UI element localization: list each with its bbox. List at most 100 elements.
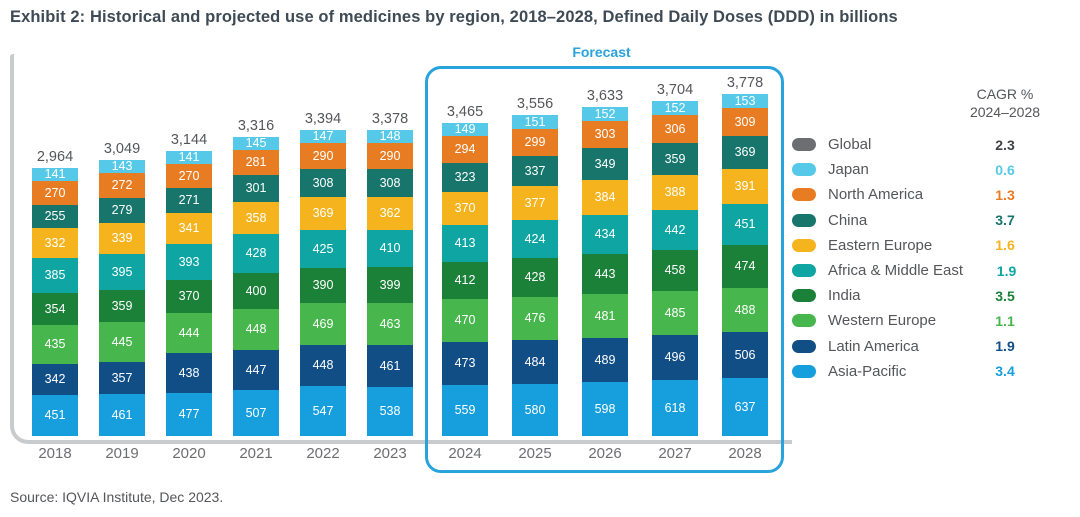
x-tick-label-2018: 2018 [38,445,72,462]
bar-segment-north-america: 272 [99,173,145,198]
bar-segment-eastern-europe: 339 [99,223,145,254]
legend-label: Latin America [828,337,919,355]
bar-group-2026: 3,633 152 303 349 384 434 443 481 489 598 2026 [582,88,628,462]
legend-cagr-value: 0.6 [995,161,1015,178]
bar-group-2023: 3,378 148 290 308 362 410 399 463 461 538 2023 [367,111,413,462]
legend-cagr-value: 1.3 [995,186,1015,203]
legend-item-north-america: North America 1.3 [792,182,1050,207]
bar-segment-china: 308 [367,169,413,197]
legend-header-line1: CAGR % [976,86,1034,102]
bar-segment-latin-america: 473 [442,342,488,385]
bar-segment-india: 400 [233,273,279,309]
bar-segment-africa-middle-east: 385 [32,258,78,293]
x-tick-label-2022: 2022 [306,445,340,462]
bar-segment-western-europe: 448 [233,309,279,350]
bar-segment-china: 308 [300,169,346,197]
bar-segment-china: 301 [233,175,279,202]
bar-segment-western-europe: 485 [652,291,698,335]
bar-segment-eastern-europe: 332 [32,228,78,258]
legend-swatch-eastern-europe-icon [792,238,816,252]
legend-cagr-value: 1.9 [996,262,1017,279]
bar-segment-china: 323 [442,163,488,192]
bar-segment-north-america: 299 [512,129,558,156]
legend-swatch-china-icon [792,213,816,227]
bar-segment-japan: 153 [722,94,768,108]
bar-segment-eastern-europe: 358 [233,202,279,234]
bar-segment-asia-pacific: 451 [32,395,78,436]
bar-total-2027: 3,704 [656,82,694,98]
legend-label: Global [828,136,872,154]
x-tick-label-2026: 2026 [588,445,622,462]
legend-item-africa-middle-east: Africa & Middle East 1.9 [792,258,1050,283]
x-tick-label-2021: 2021 [239,445,273,462]
bar-total-2023: 3,378 [371,111,409,127]
x-tick-label-2023: 2023 [373,445,407,462]
bar-segment-north-america: 290 [367,143,413,169]
bar-total-2019: 3,049 [103,141,141,157]
bar-total-2028: 3,778 [726,75,764,91]
bar-segment-eastern-europe: 370 [442,192,488,225]
legend-label: Eastern Europe [828,236,933,254]
bar-segment-western-europe: 463 [367,303,413,345]
x-tick-label-2028: 2028 [728,445,762,462]
legend-cagr-value: 1.9 [995,338,1015,355]
x-tick-label-2025: 2025 [518,445,552,462]
bar-total-2024: 3,465 [446,104,484,120]
bar-segment-india: 458 [652,250,698,291]
bar-stack-2026: 152 303 349 384 434 443 481 489 598 [582,107,628,436]
bar-segment-eastern-europe: 391 [722,169,768,204]
legend-label: Asia-Pacific [828,362,907,380]
bar-segment-western-europe: 481 [582,294,628,338]
bar-segment-africa-middle-east: 413 [442,225,488,262]
legend-label: China [828,211,868,229]
bar-group-2022: 3,394 147 290 308 369 425 390 469 448 547 2022 [300,111,346,462]
bar-group-2020: 3,144 141 270 271 341 393 370 444 438 477 2020 [166,132,212,462]
chart-axes [10,54,792,444]
bar-segment-africa-middle-east: 434 [582,215,628,254]
bar-segment-latin-america: 484 [512,340,558,384]
bar-total-2021: 3,316 [237,118,275,134]
bar-segment-western-europe: 445 [99,322,145,362]
bar-segment-asia-pacific: 547 [300,386,346,436]
bar-stack-2022: 147 290 308 369 425 390 469 448 547 [300,130,346,436]
bar-segment-asia-pacific: 580 [512,384,558,436]
bar-segment-africa-middle-east: 395 [99,254,145,290]
bar-segment-africa-middle-east: 393 [166,244,212,280]
bar-segment-eastern-europe: 341 [166,213,212,244]
bar-segment-africa-middle-east: 442 [652,210,698,250]
bar-segment-asia-pacific: 598 [582,382,628,436]
bar-total-2020: 3,144 [170,132,208,148]
legend-cagr-value: 3.5 [995,287,1015,304]
legend-swatch-latin-america-icon [792,339,816,353]
bar-segment-africa-middle-east: 410 [367,230,413,267]
bar-segment-latin-america: 447 [233,350,279,390]
bar-stack-2019: 143 272 279 339 395 359 445 357 461 [99,160,145,436]
bar-segment-western-europe: 470 [442,299,488,342]
bar-group-2024: 3,465 149 294 323 370 413 412 470 473 559 2024 [442,104,488,462]
bar-segment-north-america: 294 [442,136,488,163]
legend-item-latin-america: Latin America 1.9 [792,334,1050,359]
legend-cagr-value: 1.1 [995,312,1015,329]
legend-header: CAGR % 2024–2028 [960,86,1050,121]
bar-group-2019: 3,049 143 272 279 339 395 359 445 357 461 2019 [99,141,145,462]
bar-segment-china: 369 [722,136,768,169]
legend-label: Western Europe [828,312,937,330]
bar-segment-india: 370 [166,280,212,313]
x-tick-label-2024: 2024 [448,445,482,462]
bar-segment-latin-america: 506 [722,332,768,378]
legend-swatch-japan-icon [792,163,816,177]
bar-group-2028: 3,778 153 309 369 391 451 474 488 506 637 2028 [722,75,768,462]
bar-segment-japan: 152 [652,101,698,115]
bar-stack-2028: 153 309 369 391 451 474 488 506 637 [722,94,768,436]
bar-segment-india: 354 [32,293,78,325]
source-note: Source: IQVIA Institute, Dec 2023. [10,489,224,505]
bar-total-2018: 2,964 [36,149,74,165]
bar-total-2026: 3,633 [586,88,624,104]
bar-segment-japan: 147 [300,130,346,143]
x-tick-label-2027: 2027 [658,445,692,462]
bar-segment-japan: 141 [166,151,212,164]
legend-swatch-africa-middle-east-icon [792,264,816,278]
legend-cagr-value: 1.6 [995,237,1015,254]
bar-stack-2027: 152 306 359 388 442 458 485 496 618 [652,101,698,436]
